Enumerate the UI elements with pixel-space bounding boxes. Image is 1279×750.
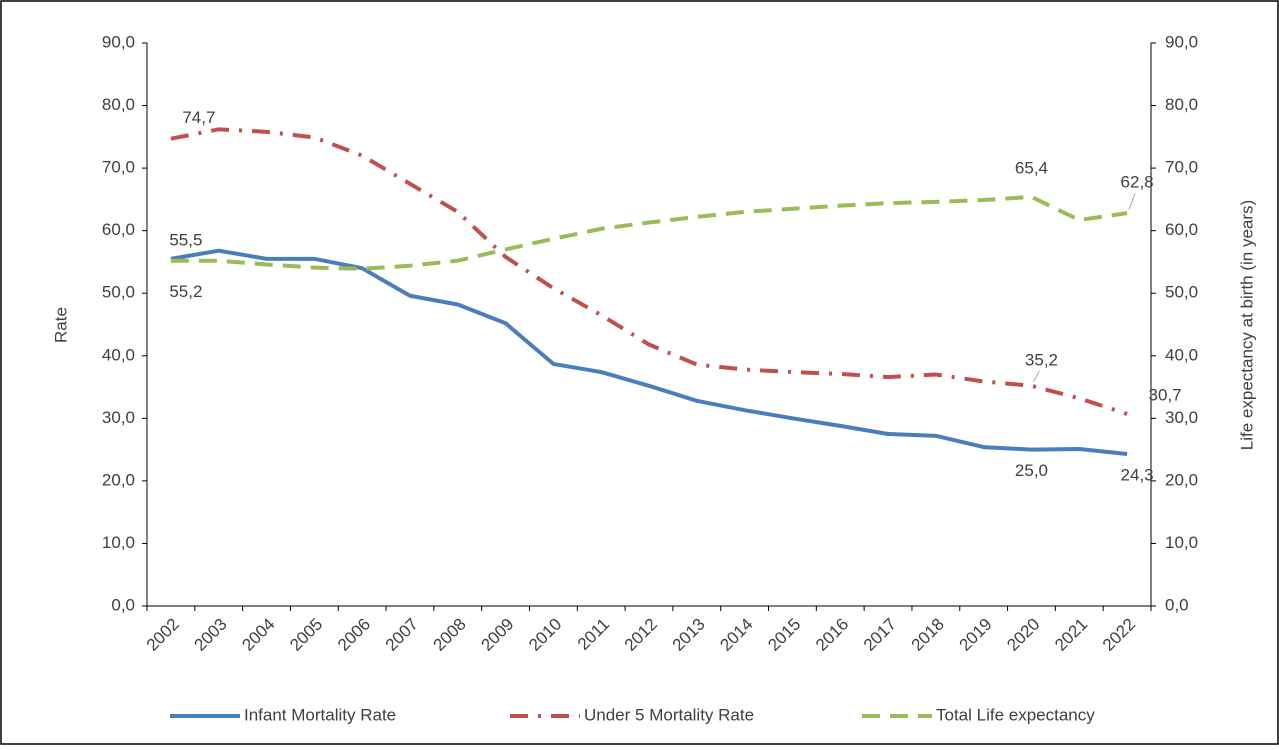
data-label: 55,5 <box>169 230 202 249</box>
y-tick-label: 40,0 <box>102 345 135 364</box>
y2-tick-label: 70,0 <box>1165 158 1198 177</box>
data-label: 65,4 <box>1015 158 1048 177</box>
y2-tick-label: 60,0 <box>1165 220 1198 239</box>
y-tick-label: 60,0 <box>102 220 135 239</box>
y-tick-label: 30,0 <box>102 408 135 427</box>
y2-tick-label: 0,0 <box>1165 595 1189 614</box>
y-tick-label: 80,0 <box>102 95 135 114</box>
y-tick-label: 0,0 <box>111 595 135 614</box>
y-tick-label: 70,0 <box>102 158 135 177</box>
y2-tick-label: 50,0 <box>1165 283 1198 302</box>
y2-tick-label: 30,0 <box>1165 408 1198 427</box>
legend-label: Under 5 Mortality Rate <box>584 705 754 724</box>
y-tick-label: 20,0 <box>102 470 135 489</box>
y2-tick-label: 80,0 <box>1165 95 1198 114</box>
y-axis-title: Rate <box>51 307 70 343</box>
data-label: 24,3 <box>1121 465 1154 484</box>
series-line <box>170 248 1128 456</box>
data-label: 55,2 <box>169 282 202 301</box>
leader-line <box>1128 192 1136 210</box>
legend-label: Infant Mortality Rate <box>244 705 396 724</box>
leader-line <box>1033 370 1040 383</box>
data-label: 25,0 <box>1015 461 1048 480</box>
y-tick-label: 50,0 <box>102 283 135 302</box>
legend-label: Total Life expectancy <box>936 705 1095 724</box>
data-label: 74,7 <box>182 108 215 127</box>
series-line <box>170 127 1128 416</box>
y2-tick-label: 40,0 <box>1165 345 1198 364</box>
data-label: 30,7 <box>1149 385 1182 404</box>
data-label: 62,8 <box>1121 173 1154 192</box>
y2-axis-title: Life expectancy at birth (in years) <box>1237 200 1256 450</box>
y-tick-label: 10,0 <box>102 533 135 552</box>
y2-tick-label: 20,0 <box>1165 470 1198 489</box>
data-label: 35,2 <box>1025 350 1058 369</box>
y2-tick-label: 10,0 <box>1165 533 1198 552</box>
series-line <box>170 194 1128 271</box>
y2-tick-label: 90,0 <box>1165 32 1198 51</box>
y-tick-label: 90,0 <box>102 32 135 51</box>
